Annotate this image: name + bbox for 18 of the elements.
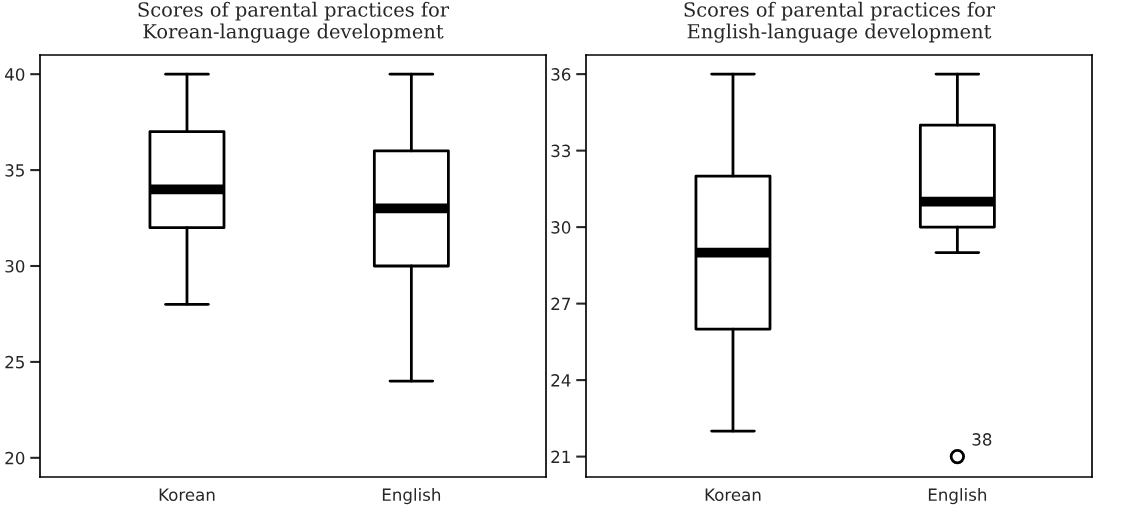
y-tick-label: 33 xyxy=(551,144,571,158)
y-tick-label: 27 xyxy=(551,297,570,310)
y-tick-label: 20 xyxy=(5,451,25,465)
y-tick-label: 35 xyxy=(5,164,24,177)
x-tick-label: Korean xyxy=(705,488,761,502)
chart-title: Scores of parental practices for English-language development xyxy=(684,1,996,43)
x-tick-label: Korean xyxy=(159,488,215,502)
y-tick-label: 24 xyxy=(551,374,571,387)
x-tick-label: English xyxy=(928,488,987,505)
y-tick-label: 25 xyxy=(5,355,24,369)
y-tick-label: 40 xyxy=(5,68,25,81)
chart-title: Scores of parental practices for Korean-language development xyxy=(138,1,450,43)
y-tick-label: 30 xyxy=(5,259,25,273)
y-tick-label: 36 xyxy=(551,68,571,81)
x-tick-label: English xyxy=(382,488,441,505)
y-tick-label: 30 xyxy=(551,221,571,234)
annotation: 38 xyxy=(972,433,992,446)
y-tick-label: 21 xyxy=(551,450,570,463)
